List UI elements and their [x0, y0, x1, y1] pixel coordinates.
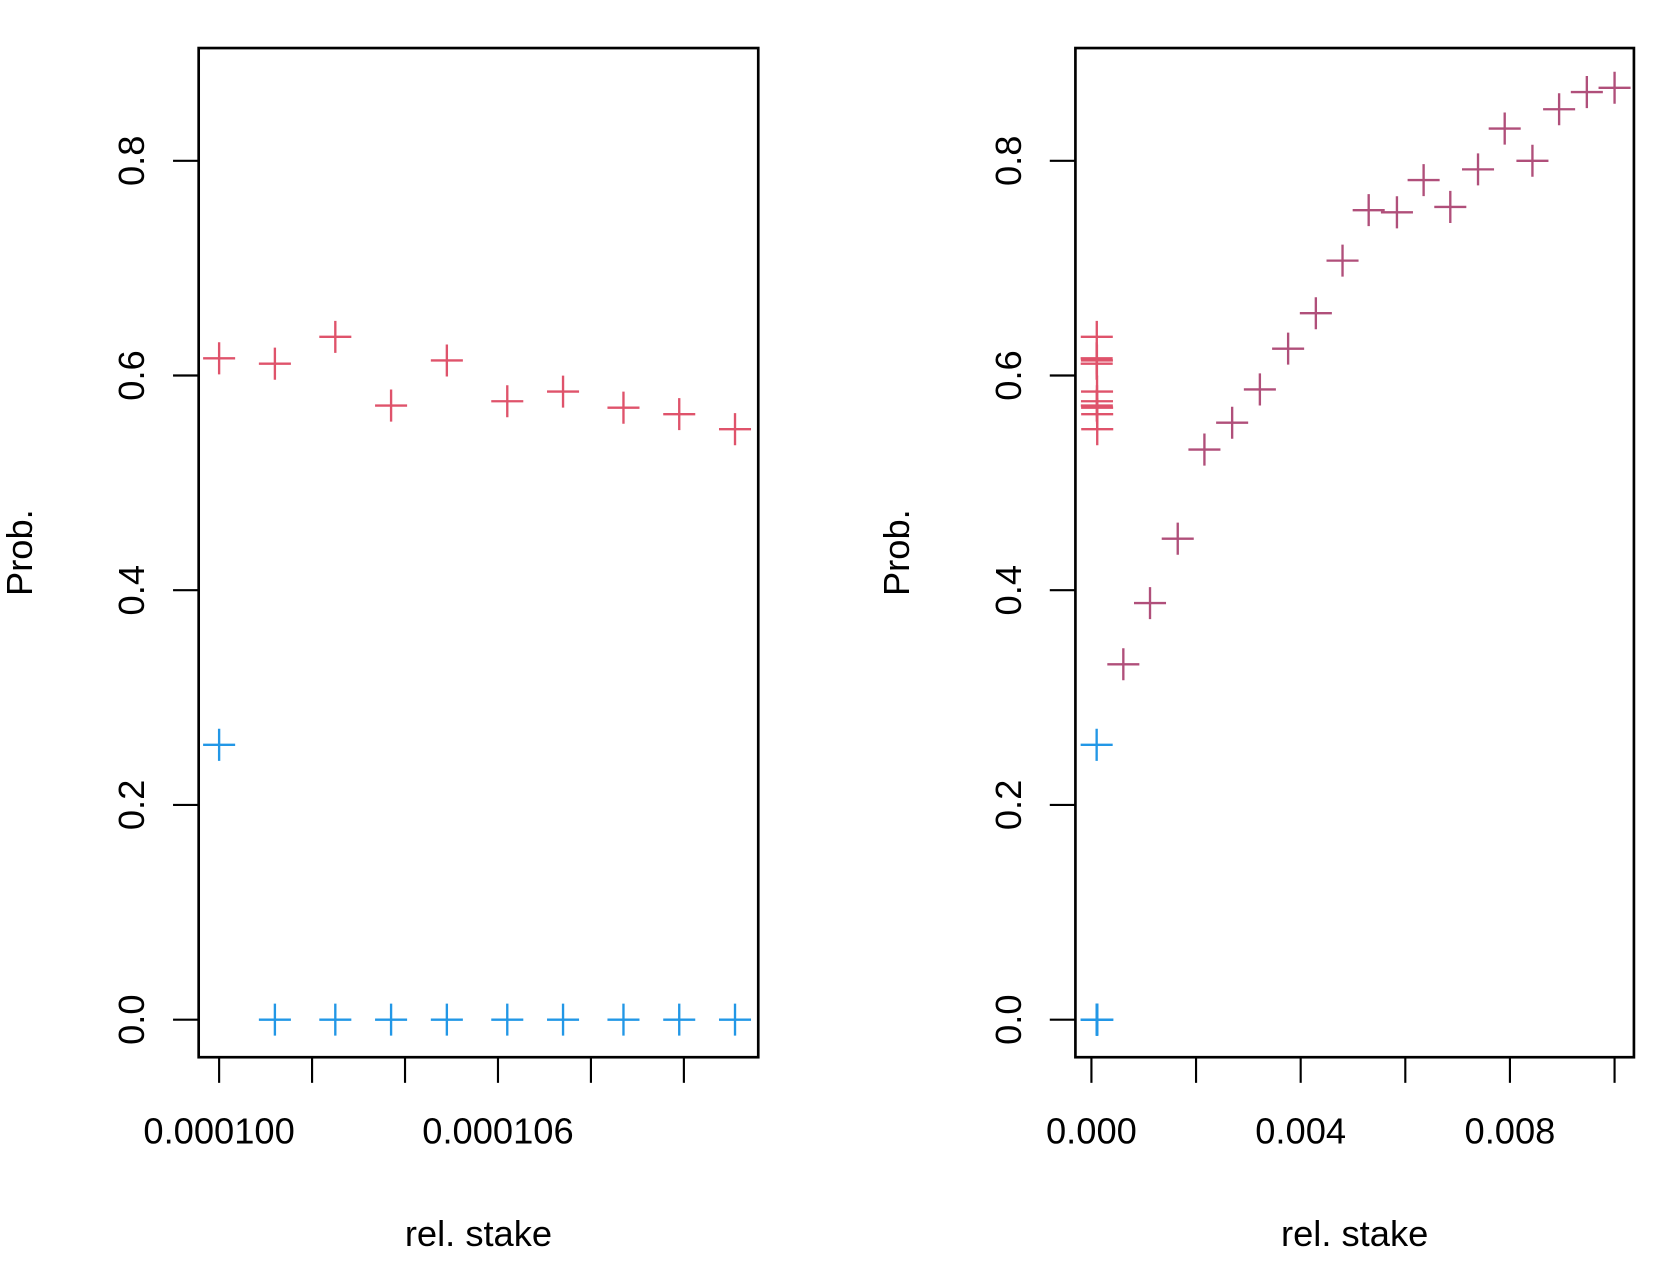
point: [1380, 196, 1413, 229]
point: [1570, 76, 1603, 109]
point: [1161, 522, 1194, 555]
point: [491, 1003, 524, 1036]
point: [1543, 93, 1576, 126]
x-tick-label: 0.004: [1255, 1111, 1346, 1152]
point: [1462, 153, 1495, 186]
point: [319, 320, 352, 353]
y-tick-label: 0.4: [988, 565, 1029, 615]
point: [1107, 648, 1140, 681]
x-axis-label: rel. stake: [405, 1213, 552, 1254]
x-tick-label: 0.000100: [143, 1111, 294, 1152]
point: [258, 1003, 291, 1036]
point: [663, 1003, 696, 1036]
point: [1407, 164, 1440, 197]
point: [1352, 194, 1385, 227]
point: [1488, 112, 1521, 145]
point: [1272, 332, 1305, 365]
point: [547, 375, 580, 408]
point: [607, 391, 640, 424]
x-axis-label: rel. stake: [1281, 1213, 1428, 1254]
point: [1598, 71, 1631, 104]
y-tick-label: 0.4: [111, 565, 152, 615]
point: [1299, 297, 1332, 330]
point: [718, 413, 752, 446]
y-axis-label: Prob.: [0, 509, 40, 596]
point: [375, 1003, 408, 1036]
point: [203, 342, 236, 375]
x-tick-label: 0.008: [1465, 1111, 1556, 1152]
point: [718, 1003, 752, 1036]
x-tick-label: 0.000106: [422, 1111, 573, 1152]
point: [319, 1003, 352, 1036]
point: [607, 1003, 640, 1036]
point: [430, 344, 463, 377]
y-tick-label: 0.6: [988, 350, 1029, 400]
point: [663, 398, 696, 431]
point: [1081, 1003, 1114, 1036]
point: [1133, 587, 1167, 620]
y-tick-label: 0.0: [988, 994, 1029, 1044]
x-tick-label: 0.000: [1046, 1111, 1137, 1152]
point: [1080, 344, 1113, 377]
y-tick-label: 0.0: [111, 994, 152, 1044]
point: [1516, 144, 1549, 177]
point: [430, 1003, 463, 1036]
point: [375, 389, 408, 422]
y-tick-label: 0.8: [111, 136, 152, 186]
point: [203, 728, 236, 761]
point: [1216, 406, 1249, 439]
plot-frame: [197, 46, 760, 1059]
point: [1243, 373, 1276, 406]
plot-frame: [1074, 46, 1636, 1059]
point: [1326, 244, 1359, 277]
y-tick-label: 0.8: [988, 136, 1029, 186]
point: [1081, 413, 1114, 446]
point: [547, 1003, 580, 1036]
point: [1188, 433, 1221, 466]
y-tick-label: 0.2: [988, 780, 1029, 830]
y-tick-label: 0.2: [111, 780, 152, 830]
y-tick-label: 0.6: [111, 350, 152, 400]
point: [1080, 728, 1113, 761]
point: [1434, 190, 1467, 223]
point: [258, 347, 291, 380]
y-axis-label: Prob.: [876, 509, 917, 596]
point: [491, 385, 524, 418]
